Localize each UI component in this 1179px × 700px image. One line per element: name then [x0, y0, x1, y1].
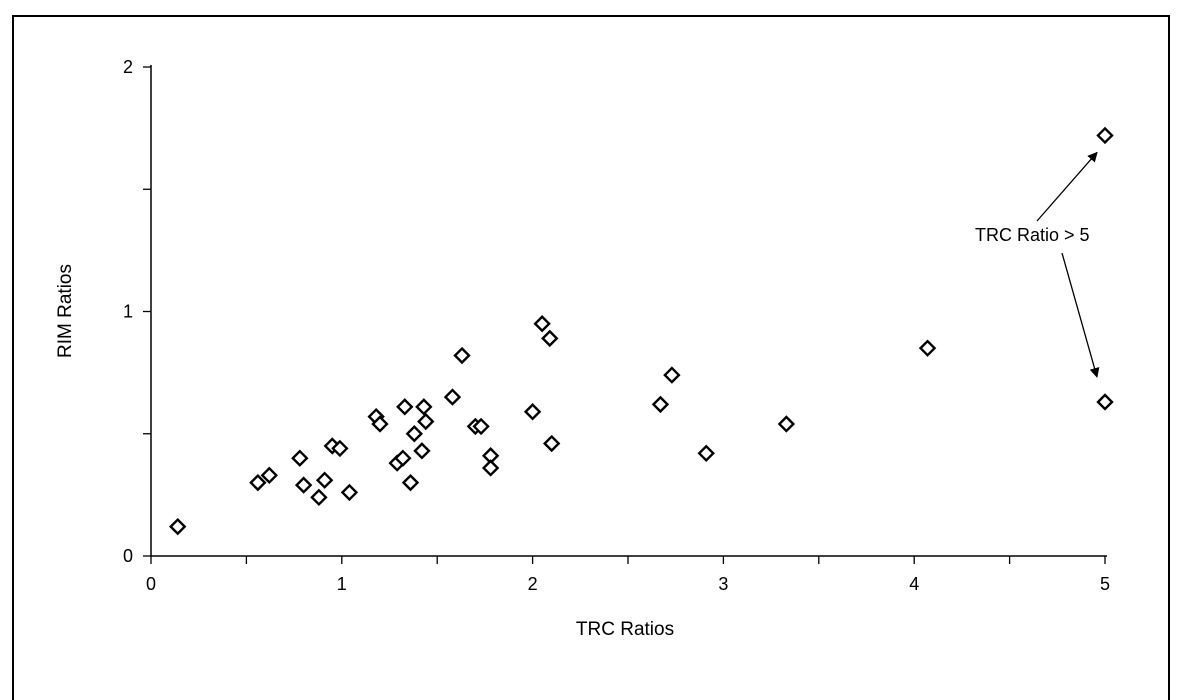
data-point	[294, 476, 313, 494]
x-tick-label: 1	[337, 574, 347, 594]
x-tick-label: 4	[909, 574, 919, 594]
data-point	[415, 398, 433, 416]
data-point	[1096, 126, 1114, 145]
data-point	[472, 417, 490, 436]
data-point	[260, 466, 278, 485]
data-point	[918, 339, 937, 357]
data-point	[169, 517, 187, 536]
data-point	[697, 444, 715, 463]
y-tick-label: 2	[123, 57, 133, 77]
data-point	[331, 439, 349, 458]
x-tick-label: 5	[1100, 574, 1110, 594]
data-point	[413, 442, 431, 460]
data-point	[481, 459, 500, 477]
data-point	[405, 425, 424, 443]
y-tick-label: 0	[123, 546, 133, 566]
data-point	[396, 398, 414, 416]
x-axis-title: TRC Ratios	[576, 619, 674, 640]
annotation-arrow-upper	[1036, 151, 1098, 222]
data-point	[541, 329, 559, 348]
data-point	[533, 315, 551, 333]
x-tick-label: 0	[146, 574, 156, 594]
annotation-label: TRC Ratio > 5	[975, 225, 1090, 245]
data-point	[340, 483, 359, 502]
data-point	[523, 403, 542, 421]
data-point	[371, 415, 389, 433]
x-tick-label: 2	[528, 574, 538, 594]
chart-frame	[12, 15, 1170, 700]
data-point	[777, 415, 796, 433]
data-point	[249, 473, 267, 492]
data-point	[310, 488, 328, 507]
y-tick-label: 1	[123, 302, 133, 322]
data-point	[453, 346, 471, 365]
data-point	[542, 434, 561, 453]
annotation-arrow-lower	[1061, 252, 1100, 378]
data-point	[651, 395, 670, 414]
data-point	[417, 412, 435, 431]
data-point	[443, 388, 462, 406]
data-point	[1096, 393, 1114, 411]
data-point	[291, 449, 309, 467]
data-point	[663, 366, 681, 384]
data-point	[401, 473, 420, 492]
x-tick-label: 3	[718, 574, 728, 594]
y-axis-title: RIM Ratios	[55, 264, 76, 358]
data-point	[315, 471, 334, 489]
data-point	[394, 449, 412, 467]
